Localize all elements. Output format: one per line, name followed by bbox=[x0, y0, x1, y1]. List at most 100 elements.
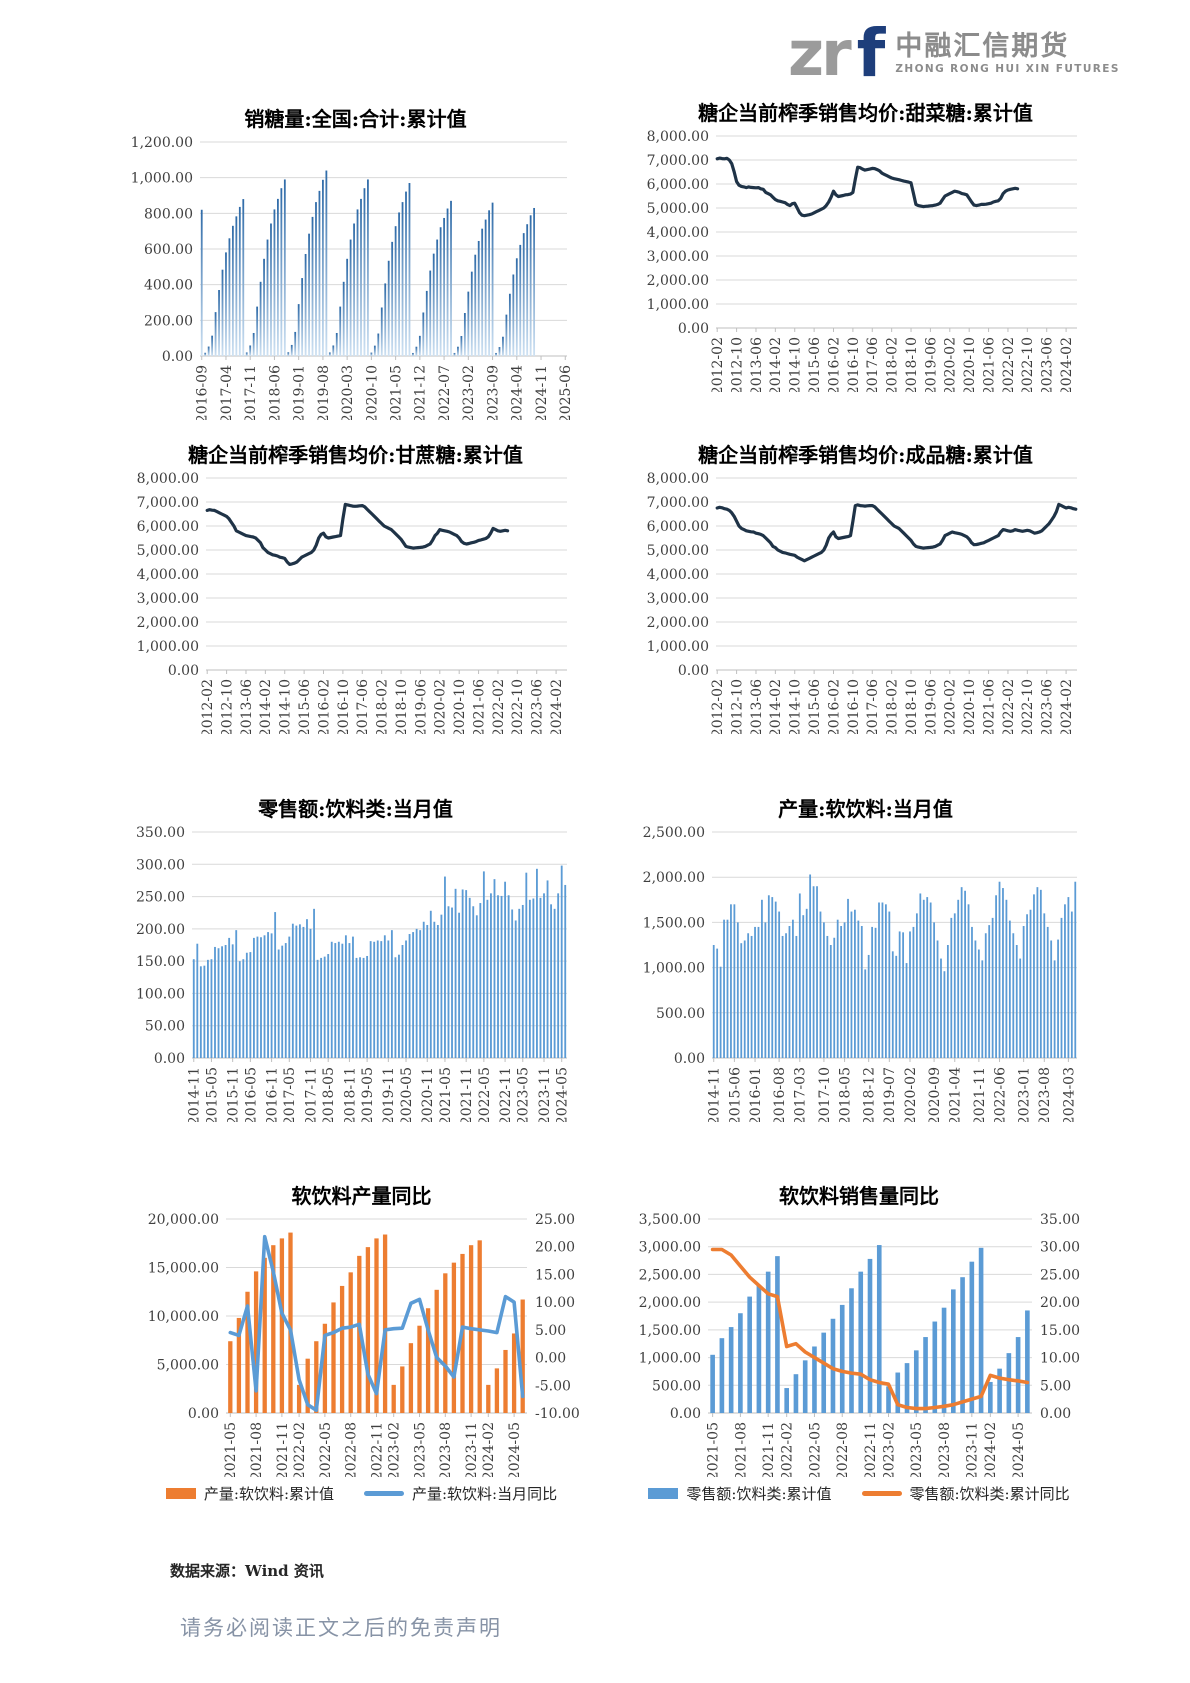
svg-text:1,000.00: 1,000.00 bbox=[643, 961, 705, 977]
svg-text:8,000.00: 8,000.00 bbox=[647, 471, 709, 487]
svg-text:2015-06: 2015-06 bbox=[807, 679, 823, 734]
svg-text:2022-07: 2022-07 bbox=[437, 365, 453, 420]
svg-text:2017-06: 2017-06 bbox=[355, 679, 371, 734]
svg-text:2022-02: 2022-02 bbox=[292, 1422, 308, 1477]
svg-text:2023-05: 2023-05 bbox=[412, 1422, 428, 1477]
svg-text:2022-05: 2022-05 bbox=[318, 1422, 334, 1477]
line-series-0 bbox=[205, 502, 510, 567]
x-axis-labels: 2016-09 2017-04 2017-11 2018-06 2019-01 2019-… bbox=[195, 356, 574, 420]
svg-text:500.00: 500.00 bbox=[652, 1378, 701, 1394]
svg-text:2013-06: 2013-06 bbox=[749, 679, 765, 734]
svg-text:2022-11: 2022-11 bbox=[498, 1067, 514, 1122]
svg-text:35.00: 35.00 bbox=[1040, 1212, 1080, 1228]
svg-text:0.00: 0.00 bbox=[188, 1406, 219, 1422]
svg-text:2016-08: 2016-08 bbox=[772, 1067, 788, 1122]
svg-text:20.00: 20.00 bbox=[535, 1240, 575, 1256]
bar-series-0 bbox=[712, 874, 1077, 1058]
svg-text:2024-05: 2024-05 bbox=[507, 1422, 523, 1477]
svg-text:4,000.00: 4,000.00 bbox=[647, 225, 709, 241]
svg-text:3,000.00: 3,000.00 bbox=[639, 1240, 701, 1256]
svg-text:-10.00: -10.00 bbox=[535, 1406, 580, 1422]
legend-line-swatch bbox=[364, 1491, 404, 1496]
svg-text:0.00: 0.00 bbox=[678, 321, 709, 337]
svg-text:2012-10: 2012-10 bbox=[729, 337, 745, 392]
logo-f-text: f bbox=[856, 15, 886, 92]
svg-text:2020-10: 2020-10 bbox=[452, 679, 468, 734]
svg-text:350.00: 350.00 bbox=[136, 825, 185, 841]
svg-text:2018-10: 2018-10 bbox=[904, 679, 920, 734]
svg-text:2019-07: 2019-07 bbox=[882, 1067, 898, 1122]
y-axis-labels: 0.00 500.00 1,000.00 1,500.00 2,000.00 2,500.… bbox=[643, 825, 705, 1067]
y-axis-labels: 0.00 1,000.00 2,000.00 3,000.00 4,000.00 5,00… bbox=[647, 129, 709, 337]
company-name-en: ZHONG RONG HUI XIN FUTURES bbox=[895, 63, 1120, 75]
svg-text:1,000.00: 1,000.00 bbox=[639, 1351, 701, 1367]
svg-text:2020-10: 2020-10 bbox=[962, 337, 978, 392]
svg-text:10.00: 10.00 bbox=[535, 1295, 575, 1311]
svg-text:2019-11: 2019-11 bbox=[381, 1067, 397, 1122]
disclaimer-text: 请务必阅读正文之后的免责声明 bbox=[180, 1616, 502, 1640]
chart-title: 销糖量:全国:合计:累计值 bbox=[244, 107, 467, 131]
chart-title: 糖企当前榨季销售均价:甘蔗糖:累计值 bbox=[188, 443, 523, 467]
svg-text:2021-11: 2021-11 bbox=[761, 1422, 777, 1477]
svg-text:2024-05: 2024-05 bbox=[1011, 1422, 1027, 1477]
svg-text:2021-11: 2021-11 bbox=[275, 1422, 291, 1477]
svg-text:25.00: 25.00 bbox=[1040, 1267, 1080, 1283]
svg-text:15,000.00: 15,000.00 bbox=[148, 1261, 219, 1277]
chart-soft-drink-output-yoy: 软饮料产量同比 0.00 5,000.00 10,000.00 15,000.00 20… bbox=[138, 1183, 585, 1535]
svg-text:2013-06: 2013-06 bbox=[749, 337, 765, 392]
svg-text:2015-06: 2015-06 bbox=[807, 337, 823, 392]
svg-text:2021-04: 2021-04 bbox=[948, 1067, 964, 1122]
svg-text:2012-02: 2012-02 bbox=[710, 337, 726, 392]
legend-bar-swatch bbox=[648, 1488, 679, 1499]
svg-text:2017-10: 2017-10 bbox=[817, 1067, 833, 1122]
svg-text:2023-11: 2023-11 bbox=[537, 1067, 553, 1122]
svg-text:2020-05: 2020-05 bbox=[399, 1067, 415, 1122]
svg-text:200.00: 200.00 bbox=[144, 313, 193, 329]
x-axis-labels: 2014-11 2015-05 2015-11 2016-05 2016-11 2017-… bbox=[187, 1058, 571, 1122]
svg-text:2016-10: 2016-10 bbox=[846, 337, 862, 392]
svg-text:2016-02: 2016-02 bbox=[826, 337, 842, 392]
svg-text:2018-02: 2018-02 bbox=[885, 679, 901, 734]
svg-text:1,000.00: 1,000.00 bbox=[647, 297, 709, 313]
chart-canvas: 0.00 200.00 400.00 600.00 800.00 1,000.00 1,20… bbox=[131, 135, 575, 420]
svg-text:25.00: 25.00 bbox=[535, 1212, 575, 1228]
svg-text:15.00: 15.00 bbox=[535, 1267, 575, 1283]
company-logo: zr f 中融汇信期货 ZHONG RONG HUI XIN FUTURES bbox=[788, 15, 1120, 92]
svg-text:2023-02: 2023-02 bbox=[881, 1422, 897, 1477]
svg-text:2,000.00: 2,000.00 bbox=[647, 615, 709, 631]
svg-text:2024-04: 2024-04 bbox=[510, 365, 526, 420]
svg-text:2021-11: 2021-11 bbox=[972, 1067, 988, 1122]
svg-text:4,000.00: 4,000.00 bbox=[137, 567, 199, 583]
svg-text:2020-03: 2020-03 bbox=[340, 365, 356, 420]
bar-series-0 bbox=[710, 1245, 1030, 1413]
legend-item: 零售额:饮料类:累计值 bbox=[648, 1483, 832, 1504]
svg-text:2021-06: 2021-06 bbox=[981, 337, 997, 392]
y-axis-labels: 0.00 200.00 400.00 600.00 800.00 1,000.00 1,20… bbox=[131, 135, 193, 365]
svg-text:2020-09: 2020-09 bbox=[927, 1067, 943, 1122]
svg-text:2015-11: 2015-11 bbox=[226, 1067, 242, 1122]
svg-text:600.00: 600.00 bbox=[144, 242, 193, 258]
svg-text:2023-05: 2023-05 bbox=[516, 1067, 532, 1122]
svg-text:500.00: 500.00 bbox=[656, 1006, 705, 1022]
svg-text:2023-05: 2023-05 bbox=[909, 1422, 925, 1477]
svg-text:2017-05: 2017-05 bbox=[282, 1067, 298, 1122]
svg-text:2022-08: 2022-08 bbox=[344, 1422, 360, 1477]
svg-text:2022-05: 2022-05 bbox=[807, 1422, 823, 1477]
svg-text:2019-06: 2019-06 bbox=[923, 337, 939, 392]
svg-text:2018-10: 2018-10 bbox=[904, 337, 920, 392]
chart-cane-sugar-avg-price: 糖企当前榨季销售均价:甘蔗糖:累计值 0.00 1,000.00 2,000.00 3… bbox=[128, 442, 583, 776]
svg-text:2020-02: 2020-02 bbox=[943, 679, 959, 734]
gridlines bbox=[716, 135, 1077, 305]
svg-text:2023-02: 2023-02 bbox=[461, 365, 477, 420]
data-source-note: 数据来源：Wind 资讯 bbox=[170, 1562, 324, 1580]
svg-text:2022-02: 2022-02 bbox=[1001, 337, 1017, 392]
svg-text:2017-04: 2017-04 bbox=[219, 365, 235, 420]
svg-text:7,000.00: 7,000.00 bbox=[647, 153, 709, 169]
svg-text:2018-05: 2018-05 bbox=[837, 1067, 853, 1122]
chart-canvas: 0.00 1,000.00 2,000.00 3,000.00 4,000.00 5,00… bbox=[647, 129, 1077, 392]
chart-soft-drink-output-monthly: 产量:软饮料:当月值 0.00 500.00 1,000.00 1,500.00 2,0… bbox=[638, 796, 1093, 1138]
chart-canvas: 0.00 5,000.00 10,000.00 15,000.00 20,000.00 -… bbox=[148, 1212, 580, 1477]
svg-text:0.00: 0.00 bbox=[1040, 1406, 1071, 1422]
svg-text:250.00: 250.00 bbox=[136, 890, 185, 906]
